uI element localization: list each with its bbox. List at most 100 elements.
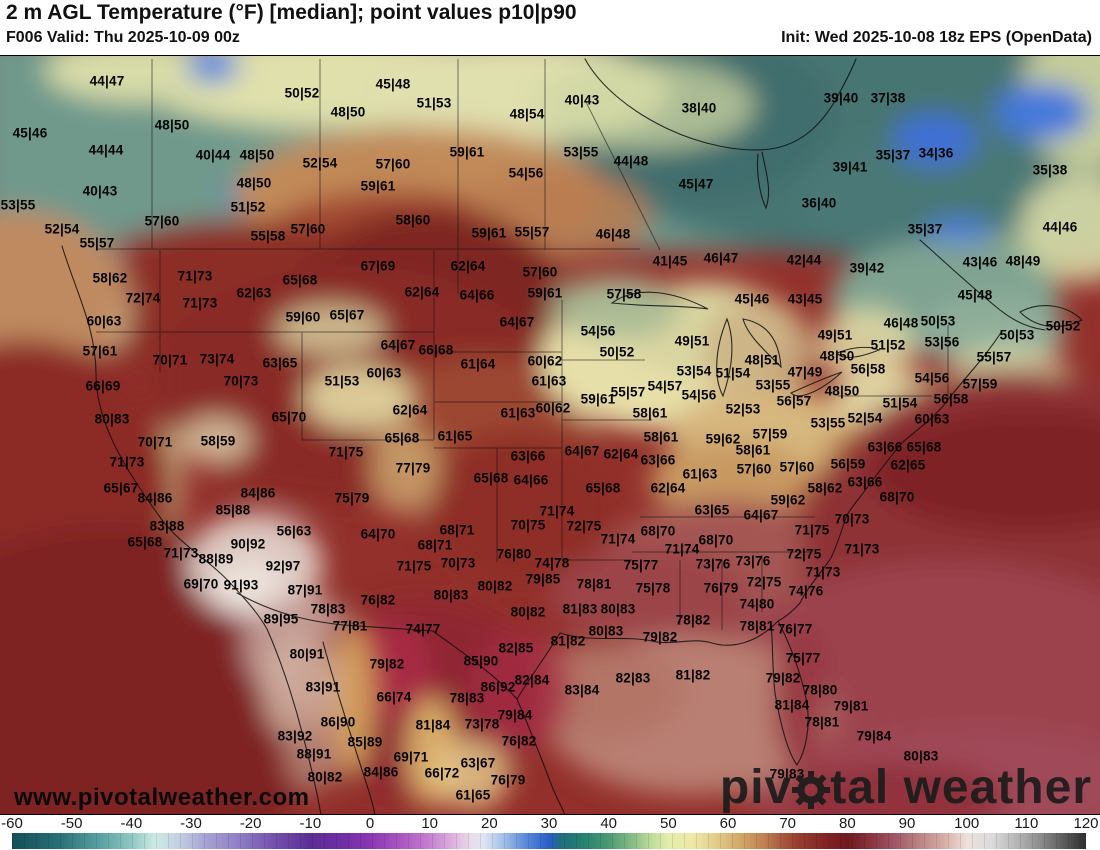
- point-value: 76|82: [501, 733, 537, 749]
- state-borders: [96, 59, 949, 630]
- point-value: 48|50: [239, 147, 275, 163]
- logo-text-left: piv: [719, 761, 793, 814]
- colorbar-tick-label: 90: [898, 815, 916, 832]
- point-value: 66|69: [85, 378, 121, 394]
- point-value: 79|83: [769, 766, 805, 782]
- point-value: 70|73: [440, 555, 476, 571]
- point-value: 50|52: [284, 85, 320, 101]
- point-value: 60|62: [527, 353, 563, 369]
- point-value: 79|84: [856, 728, 892, 744]
- point-value: 53|55: [563, 144, 599, 160]
- point-value: 71|73: [177, 268, 213, 284]
- point-value: 48|50: [824, 383, 860, 399]
- point-value: 45|46: [12, 125, 48, 141]
- point-value: 34|36: [918, 145, 954, 161]
- point-value: 79|84: [497, 707, 533, 723]
- point-value: 73|76: [735, 553, 771, 569]
- point-value: 48|50: [154, 117, 190, 133]
- point-value: 55|58: [250, 228, 286, 244]
- point-value: 40|43: [82, 183, 118, 199]
- point-value: 88|89: [198, 551, 234, 567]
- point-value: 45|46: [734, 291, 770, 307]
- point-value: 73|78: [464, 716, 500, 732]
- point-value-layer: 44|47 45|46 48|50 44|44 40|44 48|50 48|50 40|43…: [0, 56, 1100, 814]
- point-value: 71|74: [664, 541, 700, 557]
- point-value: 50|53: [920, 313, 956, 329]
- point-value: 65|68: [585, 480, 621, 496]
- point-value: 56|57: [776, 393, 812, 409]
- point-value: 68|70: [698, 532, 734, 548]
- point-value: 52|53: [725, 401, 761, 417]
- coastline-borders: [61, 58, 1083, 814]
- point-value: 46|47: [703, 250, 739, 266]
- point-value: 44|47: [89, 73, 125, 89]
- colorbar-ticks: -60 -50 -40 -30 -20 -10 0 10 20 30 40 50 60 70 80 90 100…: [1, 815, 1098, 832]
- point-value: 44|44: [88, 142, 124, 158]
- point-value: 75|77: [623, 557, 659, 573]
- point-value: 46|48: [883, 315, 919, 331]
- point-value: 68|70: [640, 523, 676, 539]
- colorbar-tick-label: 50: [659, 815, 677, 832]
- point-value: 71|75: [328, 444, 364, 460]
- point-value: 61|63: [531, 373, 567, 389]
- point-value: 57|60: [779, 459, 815, 475]
- point-value: 63|66: [510, 448, 546, 464]
- point-value: 62|63: [236, 285, 272, 301]
- point-value: 76|80: [496, 546, 532, 562]
- point-value: 59|62: [705, 431, 741, 447]
- point-value: 51|53: [324, 373, 360, 389]
- point-value: 48|50: [236, 175, 272, 191]
- point-value: 78|81: [739, 618, 775, 634]
- point-value: 71|75: [794, 522, 830, 538]
- point-value: 87|91: [287, 582, 323, 598]
- point-value: 65|67: [329, 307, 365, 323]
- point-value: 74|77: [405, 621, 441, 637]
- point-value: 85|90: [463, 653, 499, 669]
- point-value: 60|63: [86, 313, 122, 329]
- point-value: 53|55: [810, 415, 846, 431]
- point-value: 73|76: [695, 556, 731, 572]
- point-value: 40|43: [564, 92, 600, 108]
- point-value: 64|70: [360, 526, 396, 542]
- point-value: 91|93: [223, 577, 259, 593]
- point-value: 81|83: [562, 601, 598, 617]
- point-value: 80|83: [588, 623, 624, 639]
- colorbar-tick-label: -30: [180, 815, 202, 832]
- point-value: 62|64: [450, 258, 486, 274]
- point-value: 66|68: [418, 342, 454, 358]
- point-value: 65|68: [282, 272, 318, 288]
- point-value: 59|60: [285, 309, 321, 325]
- point-value: 59|61: [360, 178, 396, 194]
- point-value: 57|61: [82, 343, 118, 359]
- point-value: 81|84: [415, 717, 451, 733]
- point-value: 78|82: [675, 612, 711, 628]
- point-value: 46|48: [595, 226, 631, 242]
- point-value: 58|61: [632, 405, 668, 421]
- point-value: 69|70: [183, 576, 219, 592]
- point-value: 80|83: [433, 587, 469, 603]
- pivotal-weather-logo: piv tal weather: [720, 764, 1092, 812]
- point-value: 82|85: [498, 640, 534, 656]
- point-value: 76|77: [777, 621, 813, 637]
- point-value: 57|59: [962, 376, 998, 392]
- point-value: 54|56: [508, 165, 544, 181]
- gear-icon: [792, 771, 831, 809]
- point-value: 84|86: [363, 764, 399, 780]
- point-value: 35|37: [875, 147, 911, 163]
- point-value: 69|71: [393, 749, 429, 765]
- point-value: 77|79: [395, 460, 431, 476]
- point-value: 70|73: [834, 511, 870, 527]
- point-value: 80|83: [94, 411, 130, 427]
- point-value: 71|75: [396, 558, 432, 574]
- point-value: 50|52: [599, 344, 635, 360]
- point-value: 45|47: [678, 176, 714, 192]
- colorbar-tick-label: -40: [120, 815, 143, 832]
- point-value: 82|83: [615, 670, 651, 686]
- point-value: 70|75: [510, 517, 546, 533]
- point-value: 48|51: [744, 352, 780, 368]
- point-value: 40|44: [195, 147, 231, 163]
- point-value: 59|61: [580, 391, 616, 407]
- point-value: 76|82: [360, 592, 396, 608]
- point-value: 86|92: [480, 679, 516, 695]
- point-value: 54|56: [580, 323, 616, 339]
